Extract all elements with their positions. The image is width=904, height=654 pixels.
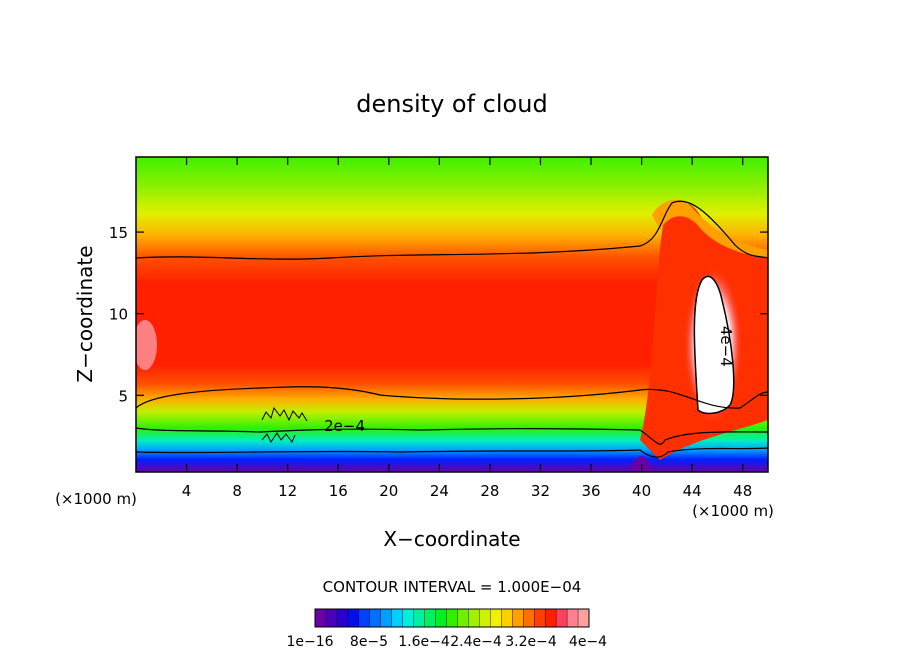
contour-labels: 2e−4 4e−4	[324, 326, 735, 435]
colorbar-swatch	[391, 608, 404, 628]
colorbar-swatch	[457, 608, 469, 628]
colorbar-swatch	[325, 608, 338, 628]
y-tick-label: 10	[109, 306, 128, 324]
x-tick-label: 48	[733, 482, 752, 500]
x-unit-left: (×1000 m)	[55, 490, 137, 508]
colorbar-tick-label: 1e−16	[286, 634, 333, 650]
colorbar-swatch	[402, 608, 415, 628]
x-tick-label: 8	[232, 482, 242, 500]
x-tick-label: 4	[182, 482, 192, 500]
x-tick-label: 16	[329, 482, 348, 500]
colorbar-tick-label: 3.2e−4	[505, 634, 557, 650]
x-axis: 4 8 12 16 20 24 28 32 36 40 44 48	[182, 157, 752, 500]
colorbar-tick-label: 4e−4	[569, 634, 607, 650]
plume-orange-edge	[652, 199, 768, 258]
x-tick-label: 44	[683, 482, 702, 500]
y-tick-label: 15	[109, 224, 128, 242]
colorbar-swatch	[380, 608, 393, 628]
colorbar-swatch	[577, 608, 590, 628]
colorbar-swatch	[468, 608, 480, 628]
colorbar-swatch	[534, 608, 546, 628]
x-axis-label: X−coordinate	[383, 527, 520, 551]
contour-line-lower	[136, 447, 768, 458]
contour-label: 4e−4	[717, 326, 735, 367]
left-high-patch	[136, 320, 157, 370]
colorbar-swatch	[446, 608, 458, 628]
colorbar-frame	[314, 608, 590, 628]
x-tick-label: 12	[278, 482, 297, 500]
colorbar-tick-label: 2.4e−4	[450, 634, 502, 650]
y-axis-label: Z−coordinate	[73, 245, 97, 382]
contour-label: 2e−4	[324, 417, 365, 435]
colorbar-swatch	[479, 608, 491, 628]
x-unit-right: (×1000 m)	[692, 502, 774, 520]
colorbar-swatch	[413, 608, 426, 628]
x-tick-label: 28	[480, 482, 499, 500]
colorbar-swatch	[501, 608, 513, 628]
plot-frame	[135, 156, 769, 473]
colorbar-labels: 1e−16 8e−5 1.6e−4 2.4e−4 3.2e−4 4e−4	[286, 634, 607, 650]
colorbar-swatch	[435, 608, 448, 628]
colorbar-tick-label: 1.6e−4	[398, 634, 450, 650]
colorbar-swatch	[490, 608, 502, 628]
colorbar-swatch	[314, 608, 327, 628]
colorbar-swatch	[347, 608, 360, 628]
x-tick-label: 32	[531, 482, 550, 500]
colorbar-swatch	[358, 608, 371, 628]
colorbar-swatch	[336, 608, 349, 628]
colorbar-swatch	[566, 608, 579, 628]
x-tick-label: 20	[379, 482, 398, 500]
colorbar-swatch	[555, 608, 568, 628]
chart-title: density of cloud	[356, 90, 547, 118]
contour-line-mid	[136, 386, 768, 409]
colorbar-swatch	[523, 608, 535, 628]
y-axis: 5 10 15	[109, 224, 768, 405]
y-tick-label: 5	[118, 387, 128, 405]
contour-interval-text: CONTOUR INTERVAL = 1.000E−04	[323, 578, 582, 596]
colorbar	[314, 608, 590, 628]
max-contour-region	[693, 275, 735, 415]
turbulent-contours	[261, 406, 308, 443]
x-tick-label: 36	[581, 482, 600, 500]
colorbar-swatch	[424, 608, 437, 628]
x-tick-label: 40	[632, 482, 651, 500]
contour-line-upper	[136, 200, 768, 260]
contour-line-2e-4	[136, 427, 768, 445]
colorbar-tick-label: 8e−5	[350, 634, 388, 650]
colorbar-swatch	[512, 608, 524, 628]
colorbar-swatch	[369, 608, 382, 628]
colorbar-swatch	[544, 608, 557, 628]
x-tick-label: 24	[430, 482, 449, 500]
plot-area	[136, 157, 768, 472]
